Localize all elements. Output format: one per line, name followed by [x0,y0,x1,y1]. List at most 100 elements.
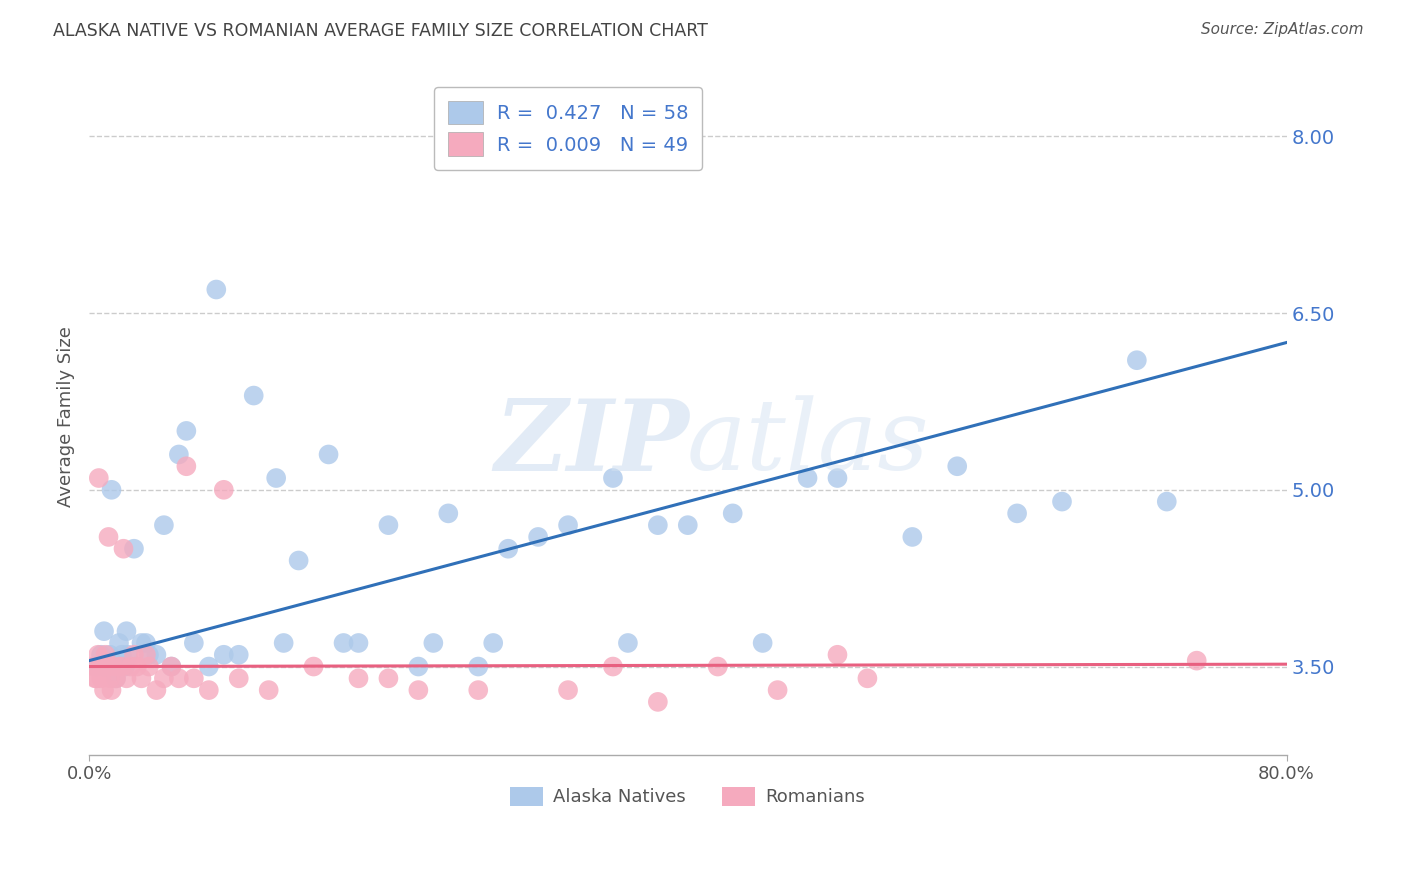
Point [100,483,122,497]
Point [482,636,505,650]
Point [122,648,145,662]
Y-axis label: Average Family Size: Average Family Size [58,326,75,507]
Point [706,659,728,673]
Point [93,624,115,639]
Point [257,683,280,698]
Point [264,471,287,485]
Point [91,659,114,673]
Point [198,683,221,698]
Point [602,659,624,673]
Point [98,648,121,662]
Point [183,671,205,685]
Point [721,507,744,521]
Point [647,695,669,709]
Point [242,388,264,402]
Point [557,683,579,698]
Point [408,683,430,698]
Point [112,541,135,556]
Point [153,518,176,533]
Point [96,659,118,673]
Point [138,659,160,673]
Point [122,541,145,556]
Point [125,659,148,673]
Point [94,648,117,662]
Point [1185,654,1208,668]
Point [84,671,107,685]
Point [86,671,108,685]
Point [602,471,624,485]
Point [135,636,157,650]
Point [212,483,235,497]
Point [100,683,122,698]
Point [377,671,399,685]
Point [287,553,309,567]
Point [87,648,110,662]
Point [93,683,115,698]
Point [302,659,325,673]
Point [1050,494,1073,508]
Point [86,659,108,673]
Point [332,636,354,650]
Point [766,683,789,698]
Point [115,671,138,685]
Point [93,659,115,673]
Point [160,659,183,673]
Text: ZIP: ZIP [495,395,689,491]
Point [1005,507,1028,521]
Point [273,636,295,650]
Point [90,671,112,685]
Point [101,659,124,673]
Point [176,459,198,474]
Point [527,530,550,544]
Point [160,659,183,673]
Point [101,659,124,673]
Point [408,659,430,673]
Point [1126,353,1149,368]
Point [87,471,110,485]
Point [796,471,818,485]
Point [617,636,640,650]
Point [105,671,128,685]
Point [108,659,131,673]
Point [145,683,167,698]
Point [467,659,489,673]
Legend: Alaska Natives, Romanians: Alaska Natives, Romanians [503,780,873,814]
Point [108,636,131,650]
Point [228,648,250,662]
Point [318,447,340,461]
Point [90,648,112,662]
Point [377,518,399,533]
Point [111,659,134,673]
Point [183,636,205,650]
Point [205,283,228,297]
Text: Source: ZipAtlas.com: Source: ZipAtlas.com [1201,22,1364,37]
Point [117,648,139,662]
Point [946,459,969,474]
Point [212,648,235,662]
Text: atlas: atlas [686,396,929,491]
Point [96,659,118,673]
Point [167,447,190,461]
Point [153,671,176,685]
Point [347,636,370,650]
Point [114,659,136,673]
Point [89,659,111,673]
Point [115,624,138,639]
Point [97,530,120,544]
Point [827,471,849,485]
Point [751,636,773,650]
Point [131,671,153,685]
Point [145,648,167,662]
Point [167,671,190,685]
Point [827,648,849,662]
Point [131,636,153,650]
Text: ALASKA NATIVE VS ROMANIAN AVERAGE FAMILY SIZE CORRELATION CHART: ALASKA NATIVE VS ROMANIAN AVERAGE FAMILY… [53,22,709,40]
Point [176,424,198,438]
Point [422,636,444,650]
Point [856,671,879,685]
Point [105,671,128,685]
Point [467,683,489,698]
Point [98,671,121,685]
Point [347,671,370,685]
Point [120,659,142,673]
